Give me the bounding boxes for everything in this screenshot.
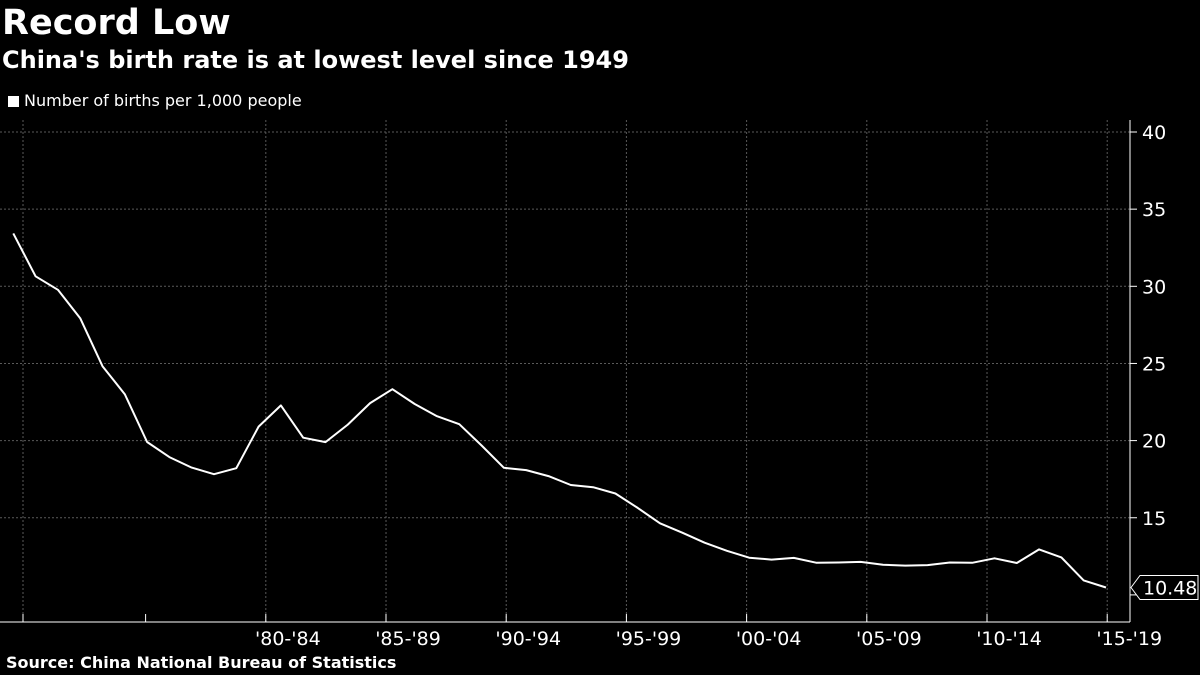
y-tick-label: 35	[1142, 199, 1166, 221]
y-tick-label: 40	[1142, 122, 1166, 144]
x-tick-label: '90-'94	[495, 628, 561, 650]
chart-subtitle: China's birth rate is at lowest level si…	[2, 46, 629, 74]
y-tick-label: 25	[1142, 353, 1166, 375]
x-tick-label: '95-'99	[616, 628, 682, 650]
last-value-label: 10.48	[1143, 577, 1197, 599]
x-tick-label: '80-'84	[255, 628, 321, 650]
y-tick-label: 20	[1142, 431, 1166, 453]
x-tick-label: '15-'19	[1096, 628, 1162, 650]
legend-swatch	[8, 95, 19, 107]
legend-label: Number of births per 1,000 people	[24, 91, 302, 110]
series-line	[12, 232, 1107, 589]
x-tick-label: '10-'14	[976, 628, 1042, 650]
x-tick-label: '00-'04	[736, 628, 802, 650]
chart-title: Record Low	[2, 3, 231, 43]
y-tick-label: 15	[1142, 508, 1166, 530]
y-tick-label: 30	[1142, 276, 1166, 298]
x-tick-label: '85-'89	[375, 628, 441, 650]
x-tick-label: '05-'09	[856, 628, 922, 650]
last-value-box	[1130, 574, 1199, 600]
source-note: Source: China National Bureau of Statist…	[6, 653, 397, 672]
chart-legend: Number of births per 1,000 people	[8, 90, 302, 112]
